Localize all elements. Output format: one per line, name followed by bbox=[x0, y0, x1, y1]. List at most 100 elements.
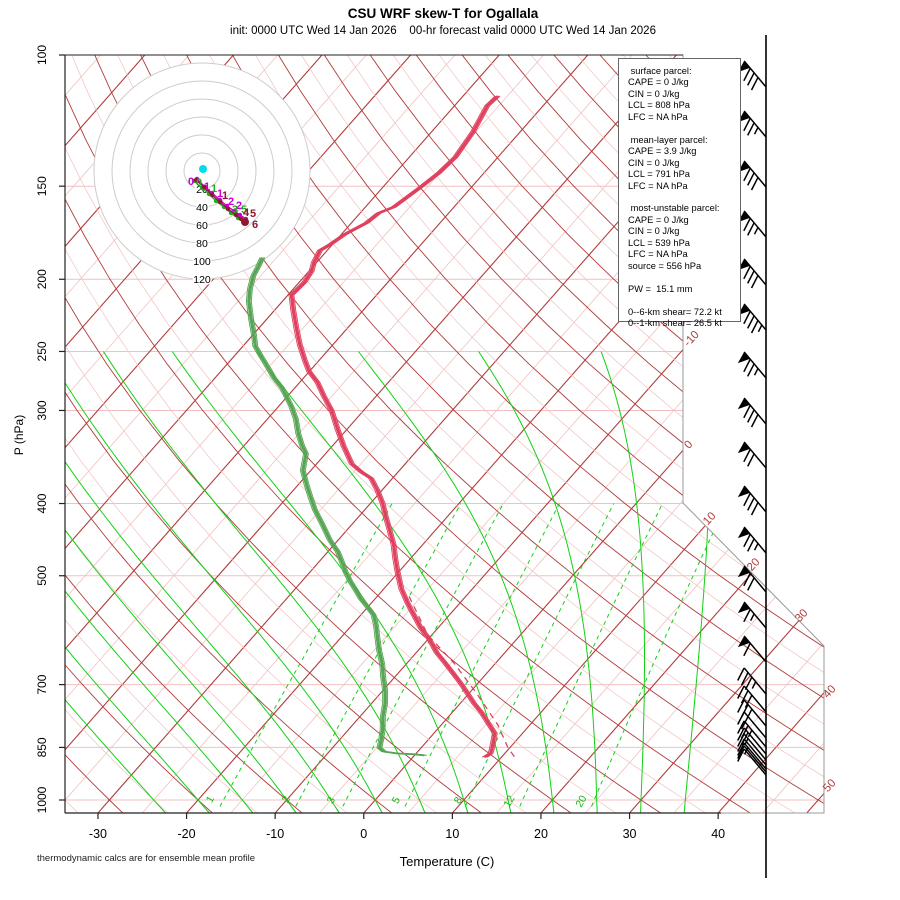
temperature-curve bbox=[290, 95, 499, 759]
y-tick-label: 400 bbox=[35, 493, 49, 513]
hodograph-km-label: 2 bbox=[236, 200, 242, 212]
dry-adiabat-line bbox=[737, 55, 824, 813]
dry-adiabat-line bbox=[301, 55, 824, 813]
dry-adiabat-line bbox=[232, 55, 824, 813]
isotherm-label: 30 bbox=[793, 607, 811, 625]
dry-adiabat-line bbox=[209, 55, 824, 813]
moist-adiabat-line bbox=[65, 351, 344, 813]
wind-barb bbox=[737, 635, 767, 663]
dewpoint-curve bbox=[247, 257, 425, 757]
hodograph-end-dot bbox=[241, 218, 249, 226]
info-box-line: LFC = NA hPa bbox=[628, 111, 688, 122]
wind-barb bbox=[737, 526, 767, 554]
mixing-ratio-label: 3 bbox=[325, 795, 338, 806]
isotherm-line bbox=[65, 55, 545, 813]
info-box-line: CIN = 0 J/kg bbox=[628, 157, 680, 168]
hodograph-km-label: 0 bbox=[196, 177, 202, 189]
dry-adiabat-line bbox=[760, 55, 824, 813]
dry-adiabat-line bbox=[392, 55, 824, 813]
hodograph-km-label: 5 bbox=[250, 208, 256, 220]
mixing-ratio-label: 20 bbox=[573, 793, 589, 809]
moist-adiabat-line bbox=[255, 351, 513, 813]
isotherm-line bbox=[537, 55, 824, 813]
hodograph-km-label: 2 bbox=[228, 196, 234, 208]
info-box-line: CAPE = 0 J/kg bbox=[628, 77, 689, 88]
hodograph-km-label: 6 bbox=[252, 219, 258, 231]
info-box-line: LFC = NA hPa bbox=[628, 249, 688, 260]
info-box-line bbox=[628, 295, 740, 306]
mixing-ratio-line bbox=[342, 503, 504, 807]
info-box-line: surface parcel: bbox=[628, 66, 692, 76]
x-tick-label: 10 bbox=[445, 827, 459, 841]
hodograph-km-label: 1 bbox=[217, 188, 223, 200]
x-tick-label: 40 bbox=[711, 827, 725, 841]
temperature-curve bbox=[292, 95, 500, 758]
dry-adiabat-line bbox=[438, 55, 824, 813]
moist-adiabat-line bbox=[65, 351, 301, 813]
x-axis-title: Temperature (C) bbox=[400, 854, 495, 869]
isotherm-line bbox=[626, 55, 824, 813]
isotherm-line bbox=[0, 54, 57, 816]
moist-adiabat-line bbox=[65, 351, 172, 813]
wind-barb bbox=[737, 745, 767, 773]
init-valid-subtitle: init: 0000 UTC Wed 14 Jan 2026 00-hr for… bbox=[230, 25, 656, 37]
mixing-ratio-label: 5 bbox=[390, 795, 403, 806]
dry-adiabat-line bbox=[65, 55, 170, 813]
hodograph-ring bbox=[147, 116, 257, 226]
moist-adiabat-line bbox=[65, 351, 259, 813]
isotherm-label: -10 bbox=[682, 329, 702, 349]
hodograph-trace-dot bbox=[233, 212, 239, 218]
hodograph-trace-dot bbox=[209, 192, 215, 198]
plot-frame-and-axes: -30 -20 -10 0 10 20 30 401001502002503004005007… bbox=[12, 45, 839, 869]
dry-adiabat-line bbox=[65, 55, 215, 813]
sounding-profiles bbox=[245, 95, 516, 759]
info-box-line: mean-layer parcel: bbox=[628, 134, 708, 145]
hodograph-ring-label: 80 bbox=[196, 238, 208, 250]
mixing-ratio-label: 8 bbox=[452, 795, 465, 806]
dry-adiabat-line bbox=[65, 55, 259, 813]
mixing-ratio-line bbox=[404, 503, 560, 807]
hodograph-km-label: 5 bbox=[241, 204, 247, 216]
y-tick-label: 1000 bbox=[35, 786, 49, 813]
dry-adiabat-line bbox=[65, 55, 349, 813]
wind-barb bbox=[737, 738, 767, 766]
dry-adiabat-line bbox=[65, 55, 663, 813]
moist-adiabat-line bbox=[102, 351, 428, 813]
temperature-curve bbox=[288, 95, 496, 758]
mixing-ratio-line bbox=[591, 503, 728, 807]
isotherm-line bbox=[803, 55, 824, 813]
hodograph-km-label: 0 bbox=[188, 176, 194, 188]
isotherm-line bbox=[582, 55, 824, 813]
dry-adiabat-line bbox=[65, 55, 439, 813]
hodograph-ring-label: 100 bbox=[193, 256, 211, 268]
x-tick-label: 20 bbox=[534, 827, 548, 841]
wind-barb bbox=[737, 685, 767, 713]
isotherm-line bbox=[65, 55, 722, 813]
dewpoint-curve bbox=[247, 257, 424, 756]
info-box-line: 0--1-km shear= 26.5 kt bbox=[628, 317, 722, 328]
info-box-line bbox=[628, 192, 740, 203]
mixing-ratio-label: 12 bbox=[501, 793, 517, 809]
dry-adiabat-line bbox=[65, 55, 304, 813]
info-box-line: source = 556 hPa bbox=[628, 260, 702, 271]
wind-barb bbox=[737, 601, 767, 629]
wind-barb bbox=[737, 441, 767, 469]
wind-barb bbox=[737, 485, 767, 516]
dry-adiabat-line bbox=[461, 55, 824, 813]
y-tick-label: 850 bbox=[35, 737, 49, 757]
hodograph-ring bbox=[129, 98, 275, 244]
wind-barb bbox=[737, 351, 767, 379]
isotherm-label: 0 bbox=[682, 439, 695, 452]
y-tick-label: 250 bbox=[35, 341, 49, 361]
footnote-text: thermodynamic calcs are for ensemble mea… bbox=[37, 853, 256, 864]
x-tick-label: -20 bbox=[178, 827, 196, 841]
isotherm-line bbox=[65, 55, 191, 813]
hodograph-km-label: 1 bbox=[222, 190, 228, 202]
page-title: CSU WRF skew-T for Ogallala bbox=[347, 6, 539, 21]
x-tick-label: 0 bbox=[360, 827, 367, 841]
hodograph-trace-dot bbox=[225, 206, 231, 212]
y-tick-label: 150 bbox=[35, 176, 49, 196]
dry-adiabat-line bbox=[65, 55, 618, 813]
info-box-line: most-unstable parcel: bbox=[628, 203, 720, 214]
